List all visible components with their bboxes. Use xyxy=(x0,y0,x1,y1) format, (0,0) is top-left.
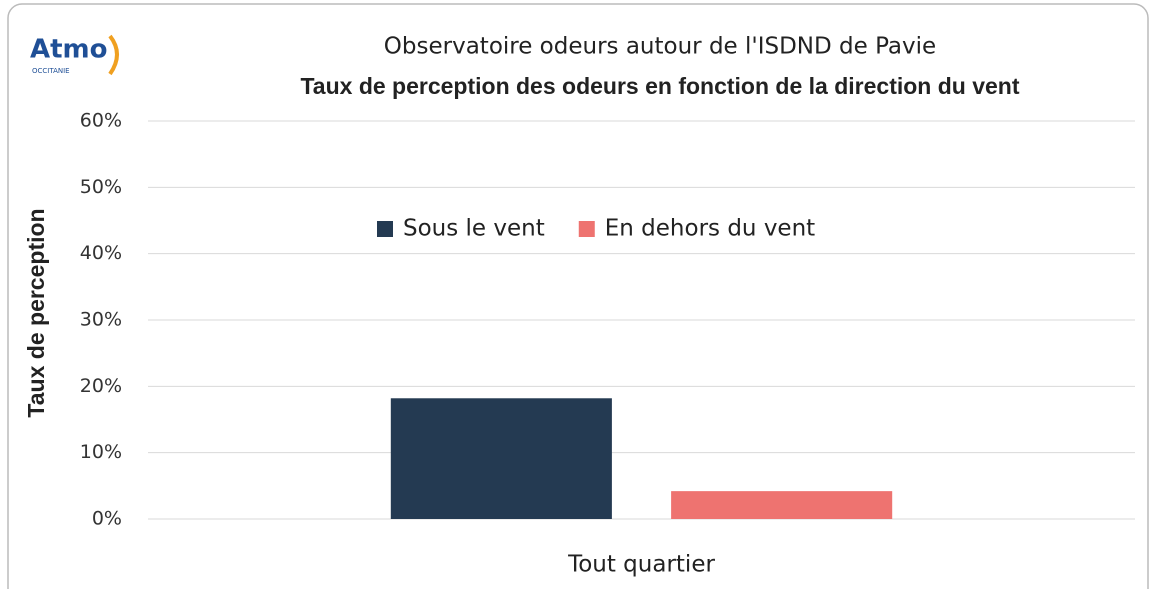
y-axis-label: Taux de perception xyxy=(23,208,49,417)
legend-swatch xyxy=(377,221,393,237)
chart-frame xyxy=(7,3,1149,589)
legend-label: En dehors du vent xyxy=(605,216,815,242)
y-tick-label: 60% xyxy=(80,110,122,132)
y-tick-label: 0% xyxy=(92,508,122,530)
chart-title: Taux de perception des odeurs en fonctio… xyxy=(300,73,1019,99)
x-tick-label: Tout quartier xyxy=(567,552,715,578)
y-tick-label: 30% xyxy=(80,309,122,331)
logo: Atmo xyxy=(30,35,108,65)
legend-label: Sous le vent xyxy=(403,216,545,242)
legend-swatch xyxy=(578,221,595,237)
y-tick-label: 50% xyxy=(80,176,122,198)
chart-subtitle: Observatoire odeurs autour de l'ISDND de… xyxy=(384,34,936,60)
y-tick-label: 40% xyxy=(80,242,122,264)
y-tick-label: 20% xyxy=(80,375,122,397)
bar xyxy=(671,491,893,519)
logo-arc xyxy=(108,34,119,76)
y-tick-label: 10% xyxy=(80,441,122,463)
bar xyxy=(390,398,612,519)
logo-subtext: OCCITANIE xyxy=(32,67,70,75)
